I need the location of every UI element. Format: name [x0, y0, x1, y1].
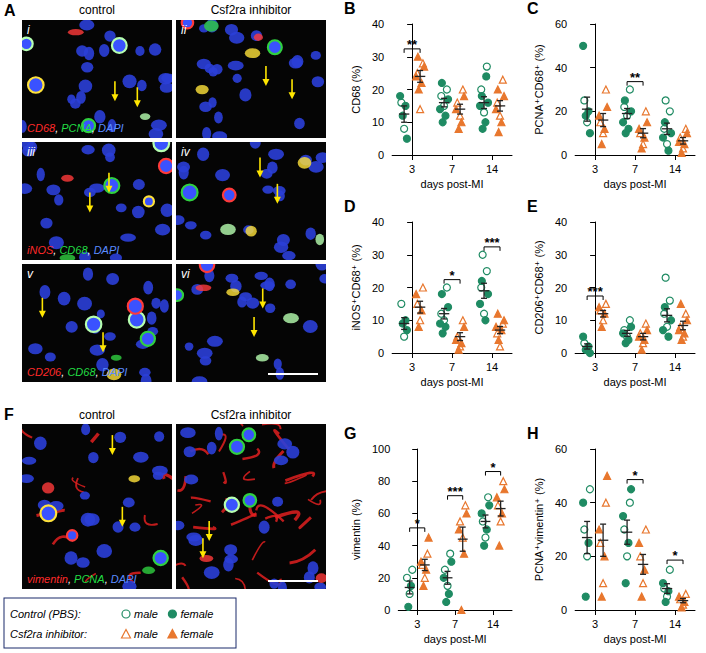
svg-text:20: 20: [555, 105, 567, 117]
svg-text:days post-MI: days post-MI: [421, 376, 484, 388]
svg-text:3: 3: [592, 163, 598, 175]
svg-text:days post-MI: days post-MI: [424, 633, 487, 645]
svg-text:14: 14: [486, 361, 498, 373]
svg-text:20: 20: [378, 572, 390, 584]
svg-text:10: 10: [372, 314, 384, 326]
svg-text:3: 3: [592, 618, 598, 630]
svg-text:days post-MI: days post-MI: [604, 178, 667, 190]
svg-text:male: male: [134, 628, 158, 640]
svg-text:Csf2ra inhibitor: Csf2ra inhibitor: [211, 408, 292, 422]
svg-text:30: 30: [372, 249, 384, 261]
svg-text:14: 14: [486, 163, 498, 175]
svg-text:14: 14: [669, 618, 681, 630]
svg-text:iNOS, CD68, DAPI: iNOS, CD68, DAPI: [27, 244, 119, 256]
svg-text:CD68 (%): CD68 (%): [350, 65, 362, 113]
svg-text:7: 7: [632, 361, 638, 373]
html-text:D: D: [344, 198, 356, 215]
svg-text:i: i: [27, 23, 30, 37]
svg-text:days post-MI: days post-MI: [604, 376, 667, 388]
html-text:G: G: [344, 425, 357, 442]
svg-text:***: ***: [484, 235, 500, 250]
svg-text:60: 60: [555, 443, 567, 455]
svg-text:40: 40: [372, 216, 384, 228]
svg-text:vimentin, PCNA, DAPI: vimentin, PCNA, DAPI: [27, 573, 136, 585]
svg-text:80: 80: [378, 475, 390, 487]
svg-text:A: A: [4, 2, 16, 19]
svg-text:female: female: [180, 628, 213, 640]
svg-text:iii: iii: [27, 145, 35, 159]
svg-text:CD68, PCNA, DAPI: CD68, PCNA, DAPI: [27, 122, 124, 134]
svg-text:40: 40: [555, 62, 567, 74]
svg-text:0: 0: [561, 604, 567, 616]
svg-text:100: 100: [372, 443, 390, 455]
svg-text:3: 3: [414, 618, 420, 630]
svg-text:control: control: [79, 408, 115, 422]
svg-text:40: 40: [555, 497, 567, 509]
svg-text:3: 3: [409, 163, 415, 175]
svg-text:Csf2ra inhibitor:: Csf2ra inhibitor:: [10, 628, 87, 640]
svg-text:40: 40: [372, 18, 384, 30]
svg-text:control: control: [79, 3, 115, 17]
svg-text:ii: ii: [181, 23, 187, 37]
svg-text:days post-MI: days post-MI: [604, 633, 667, 645]
svg-text:iv: iv: [181, 145, 191, 159]
svg-text:3: 3: [409, 361, 415, 373]
svg-text:20: 20: [372, 282, 384, 294]
svg-text:*: *: [415, 516, 421, 531]
svg-text:10: 10: [555, 314, 567, 326]
svg-text:iNOS⁺CD68⁺ (%): iNOS⁺CD68⁺ (%): [350, 244, 362, 330]
html-text:C: C: [527, 0, 539, 17]
svg-text:vi: vi: [181, 267, 190, 281]
svg-text:30: 30: [555, 249, 567, 261]
svg-text:10: 10: [372, 116, 384, 128]
svg-text:20: 20: [555, 282, 567, 294]
svg-text:0: 0: [561, 149, 567, 161]
svg-text:***: ***: [448, 484, 464, 499]
svg-text:CD206, CD68, DAPI: CD206, CD68, DAPI: [27, 366, 127, 378]
html-text:H: H: [527, 425, 539, 442]
svg-text:*: *: [491, 460, 497, 475]
svg-text:0: 0: [378, 149, 384, 161]
svg-text:*: *: [633, 468, 639, 483]
svg-text:days post-MI: days post-MI: [421, 178, 484, 190]
svg-text:F: F: [4, 406, 14, 423]
svg-text:0: 0: [384, 604, 390, 616]
svg-text:male: male: [134, 608, 158, 620]
svg-text:40: 40: [555, 216, 567, 228]
svg-text:7: 7: [632, 618, 638, 630]
svg-text:Control (PBS):: Control (PBS):: [10, 608, 81, 620]
svg-text:*: *: [672, 548, 678, 563]
html-text:E: E: [527, 198, 538, 215]
svg-text:60: 60: [555, 18, 567, 30]
svg-text:30: 30: [372, 51, 384, 63]
svg-text:20: 20: [372, 84, 384, 96]
svg-text:***: ***: [588, 284, 604, 299]
html-text:B: B: [344, 0, 356, 17]
svg-text:*: *: [450, 268, 456, 283]
svg-text:7: 7: [449, 361, 455, 373]
svg-text:0: 0: [561, 347, 567, 359]
svg-text:3: 3: [592, 361, 598, 373]
svg-text:Csf2ra inhibitor: Csf2ra inhibitor: [211, 3, 292, 17]
svg-text:female: female: [180, 608, 213, 620]
svg-text:PCNA⁺vimentin⁺ (%): PCNA⁺vimentin⁺ (%): [533, 478, 545, 581]
svg-text:0: 0: [378, 347, 384, 359]
svg-text:CD206⁺CD68⁺ (%): CD206⁺CD68⁺ (%): [533, 240, 545, 334]
svg-text:7: 7: [449, 163, 455, 175]
svg-text:7: 7: [452, 618, 458, 630]
svg-text:vimentin (%): vimentin (%): [350, 499, 362, 560]
svg-text:**: **: [630, 70, 641, 85]
svg-text:7: 7: [632, 163, 638, 175]
svg-text:v: v: [27, 267, 34, 281]
svg-text:20: 20: [555, 550, 567, 562]
svg-text:PCNA⁺CD68⁺ (%): PCNA⁺CD68⁺ (%): [533, 44, 545, 134]
svg-text:14: 14: [669, 361, 681, 373]
svg-text:14: 14: [487, 618, 499, 630]
svg-text:40: 40: [378, 540, 390, 552]
svg-text:14: 14: [669, 163, 681, 175]
svg-text:60: 60: [378, 507, 390, 519]
svg-text:**: **: [407, 37, 418, 52]
